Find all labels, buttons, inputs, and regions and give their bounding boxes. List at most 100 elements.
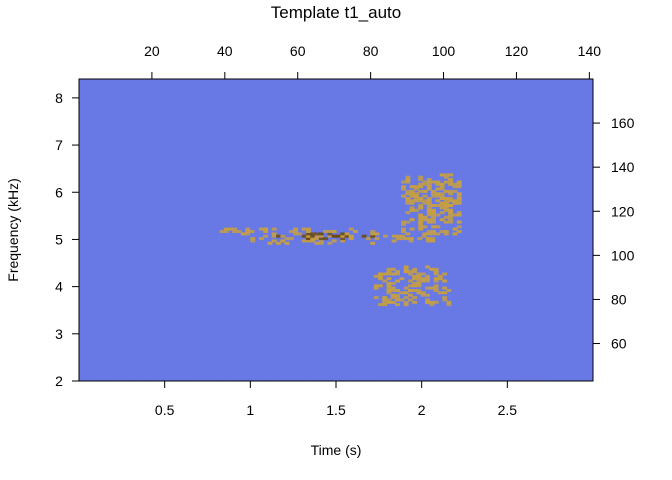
signal-cell — [409, 192, 415, 196]
signal-cell — [293, 232, 299, 236]
signal-cell — [425, 300, 430, 304]
signal-cell — [433, 300, 439, 304]
signal-cell — [426, 180, 432, 184]
signal-cell — [370, 230, 376, 233]
signal-cell — [373, 284, 379, 288]
signal-cell — [412, 270, 418, 274]
signal-cell — [405, 192, 411, 196]
signal-cell — [456, 182, 462, 186]
signal-cell — [446, 300, 452, 304]
signal-cell — [409, 227, 415, 231]
signal-cell — [420, 279, 426, 283]
signal-cell — [280, 234, 286, 238]
signal-cell — [448, 215, 454, 219]
signal-cell — [431, 204, 436, 207]
signal-cell — [422, 182, 428, 186]
signal-cell — [382, 296, 388, 300]
signal-cell — [405, 201, 411, 205]
signal-cell — [448, 199, 454, 203]
y-tick-label: 6 — [55, 184, 63, 200]
signal-cell — [314, 237, 320, 241]
signal-cell — [408, 284, 413, 288]
signal-cell — [399, 298, 405, 302]
signal-cell — [228, 227, 233, 231]
signal-cell — [403, 291, 409, 295]
signal-cell — [418, 215, 424, 219]
top-tick-label: 40 — [217, 43, 233, 59]
signal-cell — [386, 300, 392, 304]
signal-cell — [386, 286, 392, 290]
y-tick-label: 5 — [55, 231, 63, 247]
signal-cell — [318, 232, 324, 236]
signal-cell — [439, 192, 445, 196]
signal-cell — [405, 175, 411, 179]
top-tick-label: 80 — [363, 43, 379, 59]
signal-cell — [425, 279, 430, 283]
signal-cell — [401, 185, 406, 189]
signal-cell — [391, 239, 397, 243]
signal-cell — [409, 206, 415, 210]
signal-cell — [456, 230, 462, 233]
signal-cell — [452, 232, 458, 236]
signal-cell — [400, 237, 406, 241]
signal-cell — [431, 189, 436, 193]
right-tick-label: 120 — [611, 203, 635, 219]
signal-cell — [456, 194, 462, 198]
signal-cell — [418, 197, 424, 200]
signal-cell — [310, 232, 316, 236]
y-tick-label: 7 — [55, 137, 63, 153]
signal-cell — [414, 197, 419, 200]
signal-cell — [456, 213, 462, 217]
signal-cell — [284, 241, 290, 245]
signal-cell — [443, 173, 449, 177]
signal-cell — [435, 232, 441, 236]
chart-title: Template t1_auto — [271, 3, 401, 22]
signal-cell — [390, 281, 396, 285]
signal-cell — [327, 241, 333, 245]
signal-cell — [439, 206, 445, 210]
signal-cell — [314, 241, 320, 245]
signal-cell — [271, 227, 277, 231]
signal-cell — [390, 267, 396, 271]
signal-cell — [448, 197, 454, 200]
signal-cell — [408, 237, 414, 241]
signal-cell — [439, 182, 445, 186]
signal-cell — [435, 187, 441, 191]
signal-cell — [422, 215, 428, 219]
signal-cell — [400, 234, 406, 238]
signal-cell — [439, 211, 445, 215]
signal-cell — [401, 227, 406, 231]
right-axis: 60 80 100 120 140 160 — [592, 115, 635, 352]
signal-cell — [374, 237, 380, 241]
signal-cell — [418, 175, 424, 179]
signal-cell — [409, 208, 415, 212]
signal-cell — [431, 211, 436, 215]
signal-cell — [443, 220, 449, 224]
right-tick-label: 160 — [611, 115, 635, 131]
signal-cell — [443, 197, 449, 200]
signal-cell — [353, 230, 358, 233]
signal-cell — [323, 230, 328, 233]
signal-cell — [403, 286, 409, 290]
signal-cell — [318, 241, 324, 245]
signal-cell — [431, 192, 436, 196]
signal-cell — [344, 232, 350, 236]
signal-cell — [409, 194, 415, 198]
top-tick-label: 140 — [578, 43, 602, 59]
signal-region — [219, 173, 462, 307]
signal-cell — [382, 279, 388, 283]
signal-cell — [399, 291, 405, 295]
signal-cell — [404, 237, 410, 241]
y-tick-label: 2 — [55, 373, 63, 389]
right-tick-label: 60 — [611, 336, 627, 352]
signal-cell — [271, 232, 277, 236]
signal-cell — [403, 267, 409, 271]
signal-cell — [431, 225, 436, 229]
signal-cell — [426, 206, 432, 210]
signal-cell — [431, 180, 436, 184]
signal-cell — [448, 178, 454, 182]
signal-cell — [340, 234, 346, 238]
signal-cell — [288, 237, 294, 241]
signal-cell — [373, 286, 379, 290]
signal-cell — [431, 218, 436, 222]
